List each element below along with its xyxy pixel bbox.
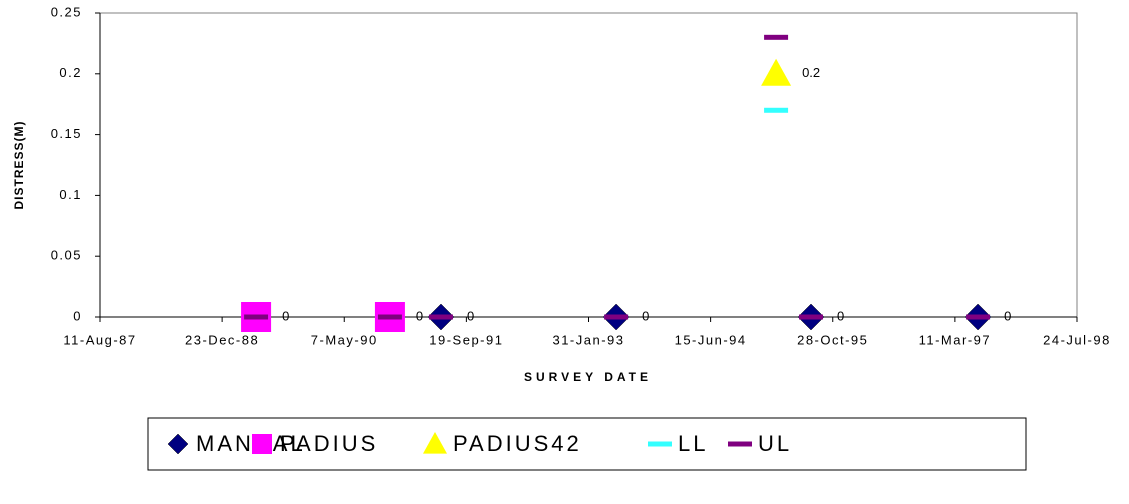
data-label: 0 xyxy=(1004,308,1011,323)
dash-marker xyxy=(648,441,672,447)
data-label: 0 xyxy=(467,308,474,323)
x-tick-label: 31-Jan-93 xyxy=(552,332,624,347)
dash-marker xyxy=(764,107,789,113)
legend-label: UL xyxy=(758,431,792,456)
x-tick-label: 11-Aug-87 xyxy=(63,332,136,347)
dash-marker xyxy=(966,314,991,320)
y-axis-label: DISTRESS(M) xyxy=(12,121,26,210)
data-label: 0 xyxy=(837,308,844,323)
x-axis-label: SURVEY DATE xyxy=(524,370,652,384)
dash-marker xyxy=(799,314,824,320)
dash-marker xyxy=(728,441,752,447)
data-label: 0.2 xyxy=(802,65,820,80)
square-marker xyxy=(252,434,272,454)
dash-marker xyxy=(428,314,453,320)
y-tick-label: 0.1 xyxy=(59,187,82,202)
x-tick-label: 19-Sep-91 xyxy=(429,332,503,347)
x-tick-label: 7-May-90 xyxy=(311,332,378,347)
dash-marker xyxy=(764,34,789,40)
dash-marker xyxy=(604,314,629,320)
triangle-marker xyxy=(761,58,792,86)
y-tick-label: 0.05 xyxy=(51,248,82,263)
legend-label: PADIUS42 xyxy=(453,431,582,456)
legend-box xyxy=(147,417,1027,471)
legend-label: PADIUS xyxy=(280,431,378,456)
diamond-marker xyxy=(167,433,189,455)
x-tick-label: 15-Jun-94 xyxy=(675,332,747,347)
y-tick-label: 0 xyxy=(73,308,82,323)
data-label: 0 xyxy=(282,308,289,323)
triangle-marker xyxy=(423,432,447,454)
legend-label: MANUAL xyxy=(196,431,306,456)
x-tick-label: 24-Jul-98 xyxy=(1043,332,1111,347)
dash-marker xyxy=(244,314,269,320)
y-tick-label: 0.25 xyxy=(51,4,82,19)
y-tick-label: 0.2 xyxy=(59,65,82,80)
dash-marker xyxy=(377,314,402,320)
x-tick-label: 28-Oct-95 xyxy=(797,332,868,347)
legend-label: LL xyxy=(678,431,708,456)
y-tick-label: 0.15 xyxy=(51,126,82,141)
x-tick-label: 23-Dec-88 xyxy=(185,332,259,347)
data-label: 0 xyxy=(642,308,649,323)
x-tick-label: 11-Mar-97 xyxy=(919,332,992,347)
data-label: 0 xyxy=(416,308,423,323)
